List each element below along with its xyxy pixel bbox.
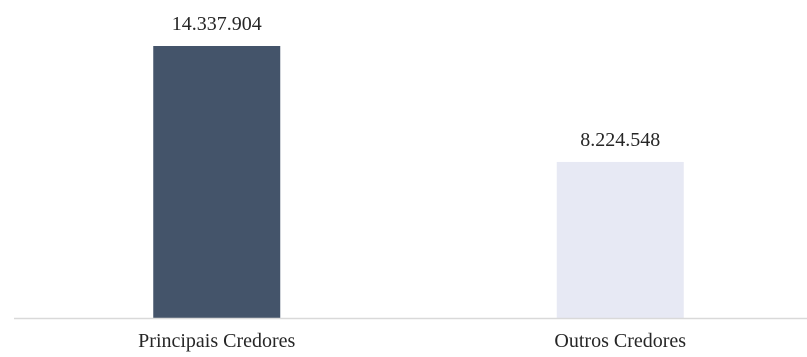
bar-principais-credores — [153, 46, 281, 318]
bars-group — [153, 46, 684, 318]
category-labels-group: Principais Credores Outros Credores — [138, 330, 686, 352]
bar-outros-credores — [556, 161, 684, 318]
category-label-principais-credores: Principais Credores — [138, 330, 295, 352]
category-label-outros-credores: Outros Credores — [554, 330, 686, 352]
value-label-principais-credores: 14.337.904 — [172, 13, 262, 35]
value-labels-group: 14.337.904 8.224.548 — [172, 13, 661, 151]
value-label-outros-credores: 8.224.548 — [580, 129, 660, 151]
